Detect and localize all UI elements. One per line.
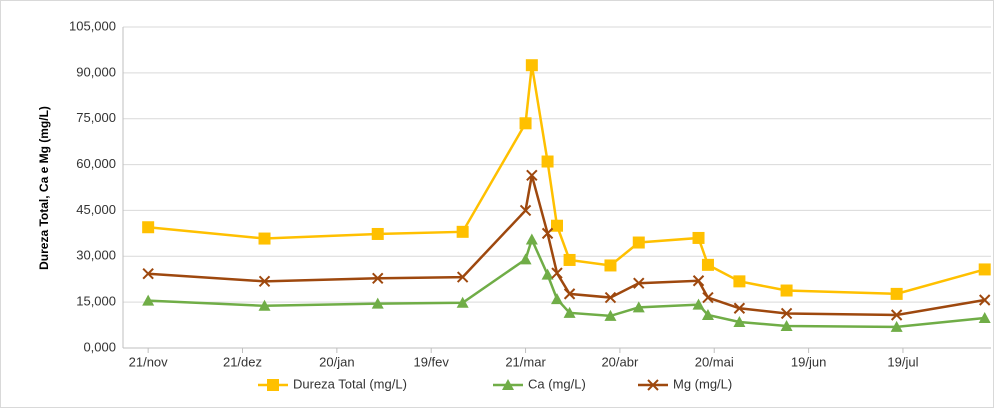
marker [733, 302, 746, 314]
marker [142, 221, 155, 234]
marker [701, 258, 714, 271]
legend-label: Mg (mg/L) [673, 376, 732, 391]
marker [890, 320, 903, 332]
marker [692, 231, 705, 244]
marker [702, 291, 714, 304]
x-tick-label: 21/dez [223, 354, 262, 369]
x-tick-label: 19/jun [791, 354, 826, 369]
marker [733, 316, 746, 328]
marker [563, 253, 576, 266]
marker [563, 288, 576, 300]
x-tick-label: 21/mar [505, 354, 546, 369]
marker [258, 275, 271, 288]
marker [456, 271, 469, 283]
marker [525, 59, 538, 72]
marker [632, 301, 645, 313]
marker [519, 253, 532, 265]
marker [456, 296, 469, 308]
marker [780, 319, 793, 331]
y-tick-label: 105,000 [69, 18, 116, 33]
marker [519, 117, 532, 130]
marker [979, 294, 991, 306]
legend-item: Ca (mg/L) [493, 376, 586, 391]
y-tick-label: 0,000 [83, 339, 116, 354]
marker [526, 169, 538, 181]
marker [604, 309, 617, 321]
marker [890, 309, 903, 321]
marker [733, 275, 746, 288]
y-tick-label: 60,000 [76, 156, 116, 171]
marker [604, 259, 617, 272]
marker [978, 312, 991, 324]
x-tick-label: 20/jan [319, 354, 354, 369]
marker [525, 233, 538, 245]
marker [519, 204, 532, 217]
marker [780, 307, 793, 320]
marker [701, 308, 714, 320]
marker [692, 275, 705, 287]
legend-label: Ca (mg/L) [528, 376, 586, 391]
marker [604, 291, 617, 304]
legend-marker [502, 379, 514, 390]
y-tick-label: 75,000 [76, 110, 116, 125]
legend-marker [647, 379, 659, 391]
marker [456, 225, 469, 238]
marker [551, 267, 563, 279]
x-tick-label: 21/nov [129, 354, 169, 369]
marker [978, 263, 991, 276]
marker [258, 299, 271, 311]
legend-item: Dureza Total (mg/L) [258, 376, 407, 391]
marker [258, 232, 271, 245]
marker [541, 227, 554, 240]
y-axis-label: Dureza Total, Ca e Mg (mg/L) [37, 106, 51, 270]
y-tick-label: 90,000 [76, 64, 116, 79]
legend-marker [267, 379, 279, 391]
y-tick-label: 45,000 [76, 202, 116, 217]
marker [563, 306, 576, 318]
marker [541, 155, 554, 168]
marker [142, 268, 154, 280]
legend-label: Dureza Total (mg/L) [293, 376, 407, 391]
x-tick-label: 20/abr [601, 354, 639, 369]
y-tick-label: 15,000 [76, 294, 116, 309]
x-tick-label: 19/jul [887, 354, 918, 369]
marker [541, 268, 554, 280]
x-tick-label: 19/fev [413, 354, 449, 369]
marker [372, 272, 384, 285]
y-tick-label: 30,000 [76, 248, 116, 263]
marker [551, 293, 563, 305]
marker [632, 236, 645, 249]
marker [551, 219, 563, 232]
marker [692, 298, 705, 310]
marker [633, 277, 645, 289]
x-tick-label: 20/mai [695, 354, 734, 369]
marker [371, 297, 384, 309]
marker [142, 294, 155, 306]
marker [371, 227, 384, 240]
legend-item: Mg (mg/L) [638, 376, 732, 391]
marker [780, 284, 793, 297]
marker [890, 287, 903, 300]
